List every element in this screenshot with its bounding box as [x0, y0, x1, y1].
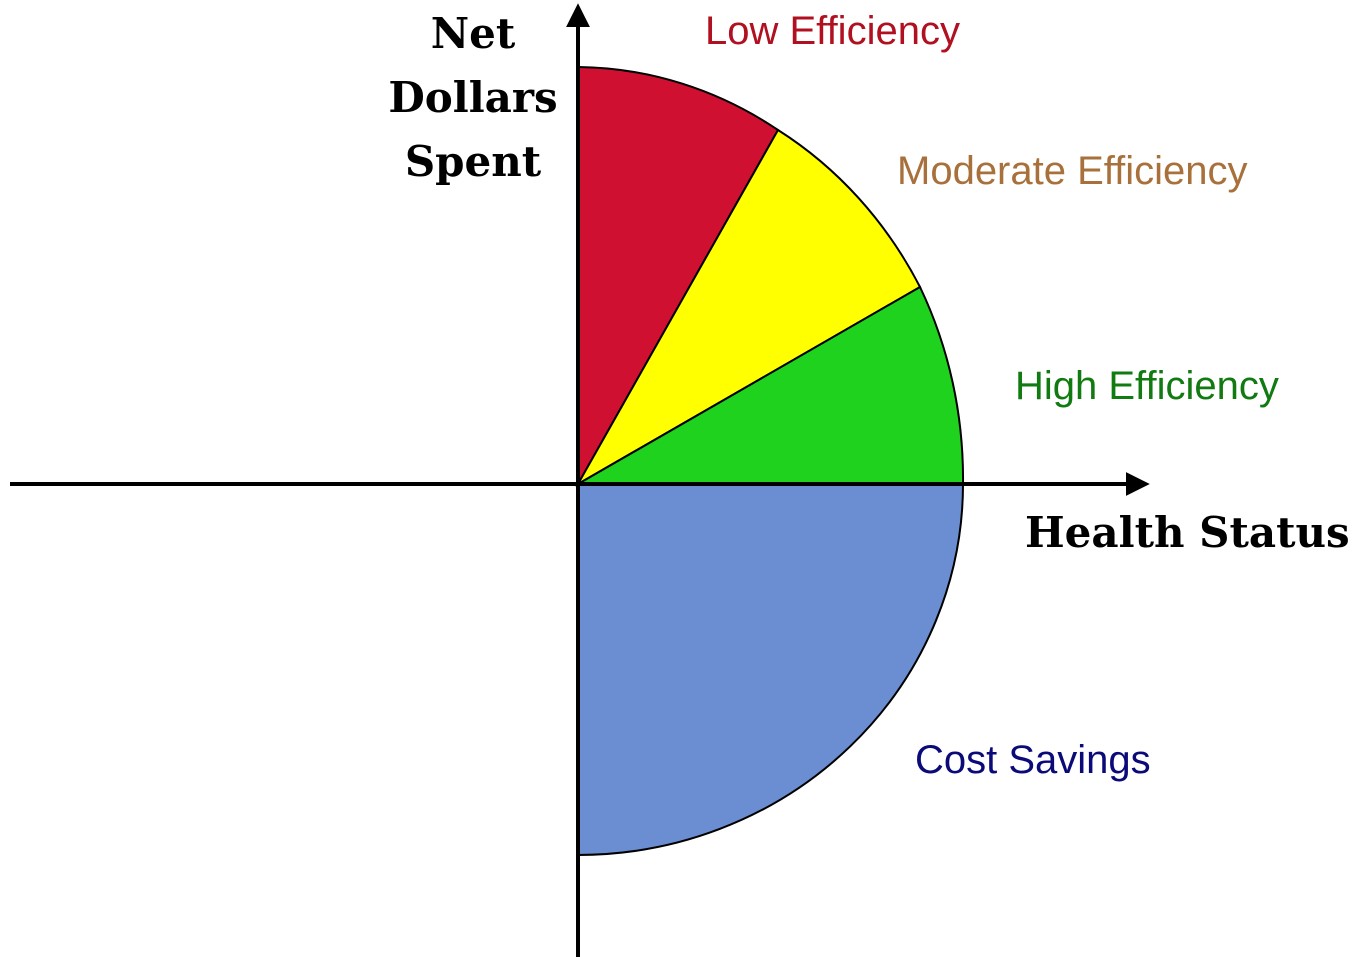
region-label: Cost Savings [915, 738, 1151, 782]
x-axis-label: Health Status [1025, 508, 1350, 557]
region-label: Low Efficiency [705, 9, 960, 53]
y-axis-label: Dollars [388, 73, 557, 122]
sector-high [574, 285, 965, 485]
y-axis-label: Spent [405, 137, 542, 186]
sector-low [577, 65, 780, 488]
sector-cost-savings [577, 483, 965, 857]
sector-moderate [575, 128, 922, 487]
y-axis-label: Net [431, 9, 516, 58]
region-label: High Efficiency [1015, 364, 1279, 408]
region-label: Moderate Efficiency [897, 149, 1248, 193]
